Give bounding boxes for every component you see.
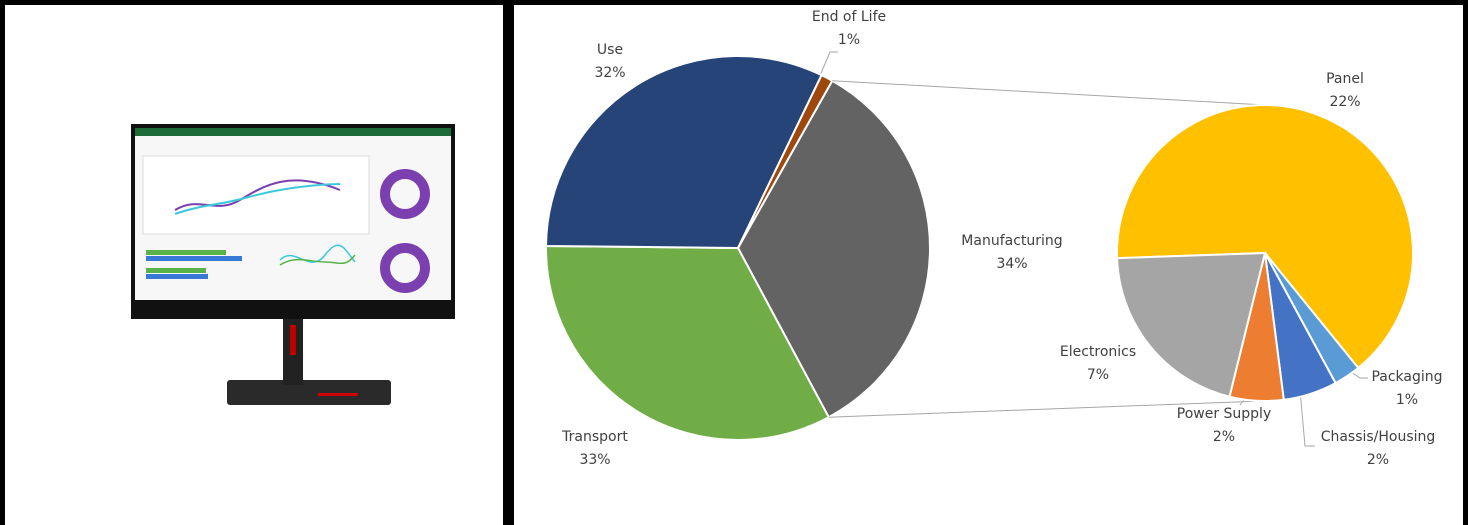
slice-value-label: 1% bbox=[838, 32, 860, 48]
slice-label: Manufacturing bbox=[961, 233, 1062, 249]
slice-label: Panel bbox=[1326, 71, 1364, 87]
slice-value-label: 2% bbox=[1367, 452, 1389, 468]
monitor-base bbox=[227, 380, 391, 405]
slice-label: Packaging bbox=[1371, 369, 1442, 385]
pie-slice bbox=[1116, 251, 1267, 398]
screen-bar bbox=[146, 256, 242, 261]
screen-line bbox=[279, 244, 356, 263]
slice-label: Transport bbox=[561, 429, 628, 445]
leader-line bbox=[1299, 389, 1315, 447]
pie-slice bbox=[737, 73, 834, 249]
slice-value-label: 2% bbox=[1213, 429, 1235, 445]
pie-slice bbox=[545, 244, 831, 441]
screen-bar bbox=[146, 274, 208, 279]
slice-value-label: 32% bbox=[594, 65, 625, 81]
screen-bar bbox=[146, 250, 226, 255]
pie-slice bbox=[1116, 104, 1414, 370]
screen-donut bbox=[380, 243, 430, 293]
screen-line bbox=[174, 183, 341, 215]
slice-value-label: 34% bbox=[996, 256, 1027, 272]
slice-label: End of Life bbox=[812, 9, 886, 25]
screen-donut bbox=[380, 169, 430, 219]
slice-value-label: 7% bbox=[1087, 367, 1109, 383]
slice-value-label: 33% bbox=[579, 452, 610, 468]
slice-label: Chassis/Housing bbox=[1321, 429, 1436, 445]
slice-label: Use bbox=[597, 42, 623, 58]
stand-accent bbox=[290, 325, 296, 355]
screen-titlebar bbox=[135, 128, 451, 136]
screen-line bbox=[279, 254, 356, 266]
monitor-illustration bbox=[131, 124, 455, 405]
screen-bar bbox=[146, 268, 206, 273]
slice-value-label: 1% bbox=[1396, 392, 1418, 408]
base-accent bbox=[318, 393, 358, 396]
slice-label: Electronics bbox=[1060, 344, 1136, 360]
slice-label: Power Supply bbox=[1177, 406, 1272, 422]
connector-line bbox=[828, 400, 1263, 418]
slice-value-label: 22% bbox=[1329, 94, 1360, 110]
leader-line bbox=[818, 51, 838, 79]
connector-line bbox=[832, 80, 1266, 106]
pie-slice bbox=[544, 55, 823, 250]
